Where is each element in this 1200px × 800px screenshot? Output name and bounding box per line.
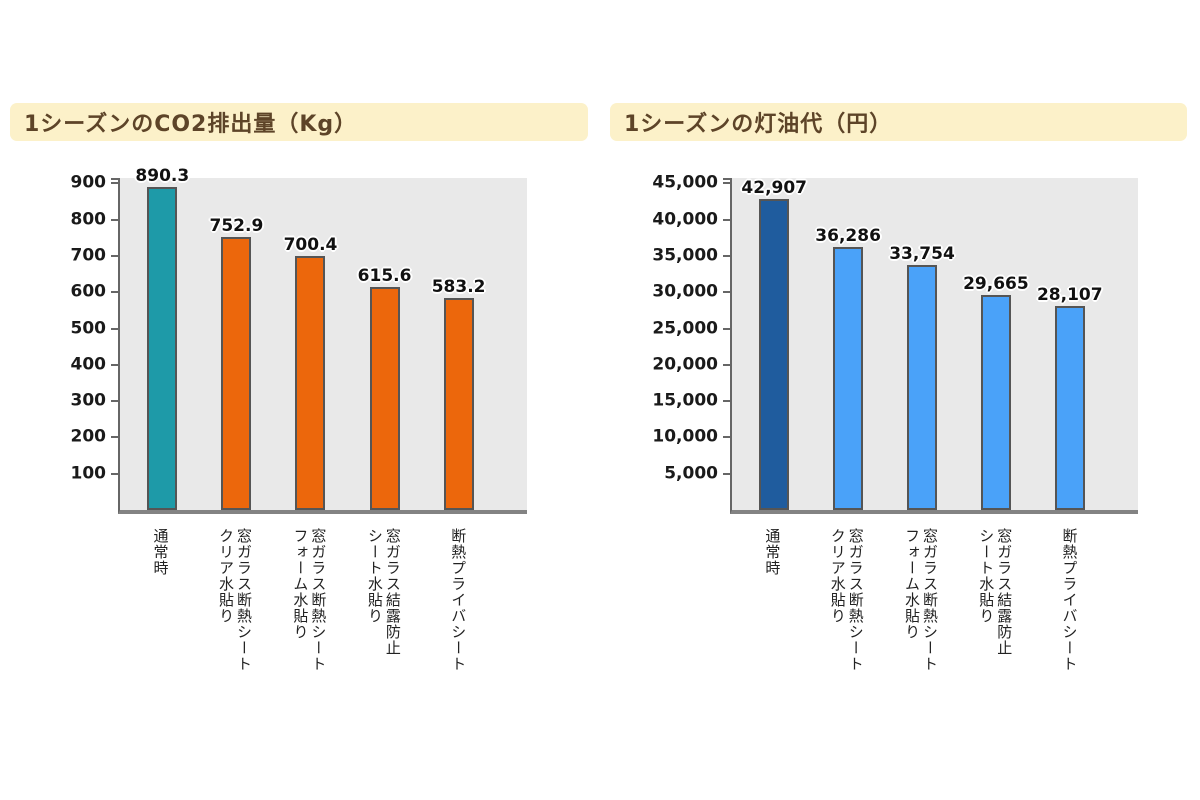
category-label: 窓ガラス結露防止 シート水貼り <box>365 528 402 656</box>
bar-value-label: 752.9 <box>209 215 264 236</box>
bar-value-label: 42,907 <box>741 177 808 198</box>
y-axis-label: 500 <box>70 318 107 339</box>
y-axis-label: 5,000 <box>664 463 718 484</box>
y-axis-label: 25,000 <box>652 318 718 339</box>
y-tick <box>723 400 730 403</box>
bar-0: 42,907 <box>741 178 807 510</box>
co2-plot-area: 100 200 300 400 500 600 700 800 900 890.3 752.9 700… <box>71 166 527 514</box>
bar-value-label: 36,286 <box>815 225 881 246</box>
y-axis-label: 15,000 <box>652 390 718 411</box>
y-axis-label: 100 <box>70 463 107 484</box>
y-tick <box>723 327 730 330</box>
y-tick <box>111 472 118 475</box>
y-axis-label: 200 <box>70 426 107 447</box>
y-axis-label: 600 <box>70 281 107 302</box>
y-axis-label: 20,000 <box>652 354 718 375</box>
bar-2: 33,754 <box>889 244 955 510</box>
y-tick <box>723 436 730 439</box>
y-tick <box>723 363 730 366</box>
y-tick <box>111 255 118 258</box>
y-tick <box>111 327 118 330</box>
chart-title-kerosene-text: 1シーズンの灯油代（円） <box>624 112 893 137</box>
bar-value-label: 615.6 <box>357 265 412 286</box>
bar-4: 583.2 <box>432 277 486 510</box>
bar-value-label: 583.2 <box>431 277 486 298</box>
y-tick <box>111 291 118 294</box>
y-axis-label: 400 <box>70 354 107 375</box>
bar-value-label: 700.4 <box>283 234 338 255</box>
y-axis-label: 700 <box>70 245 107 266</box>
y-axis-label: 40,000 <box>652 209 718 230</box>
co2-x-axis-labels: 通常時 窓ガラス断熱シート クリア水貼り 窓ガラス断熱シート フォーム水貼り 窓ガラス… <box>118 522 527 762</box>
y-axis-label: 45,000 <box>652 172 718 193</box>
category-label: 窓ガラス結露防止 シート水貼り <box>977 528 1014 656</box>
bar-value-label: 33,754 <box>889 244 955 265</box>
category-label: 断熱プライバシート <box>1060 528 1079 672</box>
co2-chart: 100 200 300 400 500 600 700 800 900 890.3 752.9 700… <box>71 166 527 672</box>
y-axis-label: 800 <box>70 209 107 230</box>
y-axis-label: 35,000 <box>652 245 718 266</box>
bar-2: 700.4 <box>284 235 337 510</box>
y-tick <box>111 218 118 221</box>
category-label: 窓ガラス断熱シート クリア水貼り <box>216 528 253 672</box>
bar-0: 890.3 <box>135 166 189 510</box>
chart-title-co2: 1シーズンのCO2排出量（Kg） <box>10 103 588 141</box>
y-tick <box>723 291 730 294</box>
y-axis-label: 30,000 <box>652 281 718 302</box>
y-tick <box>111 400 118 403</box>
bar-3: 29,665 <box>963 274 1029 510</box>
y-tick <box>723 218 730 221</box>
y-tick <box>723 255 730 258</box>
chart-title-kerosene: 1シーズンの灯油代（円） <box>610 103 1187 141</box>
y-tick <box>111 363 118 366</box>
y-tick <box>723 472 730 475</box>
bar-1: 36,286 <box>815 226 881 510</box>
category-label: 窓ガラス断熱シート フォーム水貼り <box>902 528 939 672</box>
bar-4: 28,107 <box>1037 285 1103 510</box>
category-label: 通常時 <box>763 528 782 576</box>
bar-value-label: 28,107 <box>1036 285 1103 306</box>
category-label: 通常時 <box>151 528 170 576</box>
bar-value-label: 890.3 <box>135 165 190 186</box>
category-label: 窓ガラス断熱シート クリア水貼り <box>828 528 865 672</box>
y-tick <box>111 436 118 439</box>
chart-title-co2-text: 1シーズンのCO2排出量（Kg） <box>24 112 358 137</box>
kerosene-chart: 5,000 10,000 15,000 20,000 25,000 30,000 35,00… <box>652 174 1138 672</box>
y-tick <box>723 182 730 185</box>
y-axis-label: 300 <box>70 390 107 411</box>
kerosene-x-axis-labels: 通常時 窓ガラス断熱シート クリア水貼り 窓ガラス断熱シート フォーム水貼り 窓ガラス… <box>730 522 1138 762</box>
bar-3: 615.6 <box>358 266 411 510</box>
y-tick <box>111 182 118 185</box>
bar-1: 752.9 <box>210 216 263 510</box>
y-axis-label: 10,000 <box>652 426 718 447</box>
category-label: 断熱プライバシート <box>449 528 468 672</box>
bar-value-label: 29,665 <box>963 273 1029 294</box>
kerosene-plot-area: 5,000 10,000 15,000 20,000 25,000 30,000 35,00… <box>652 174 1138 514</box>
y-axis-label: 900 <box>70 172 107 193</box>
category-label: 窓ガラス断熱シート フォーム水貼り <box>291 528 328 672</box>
